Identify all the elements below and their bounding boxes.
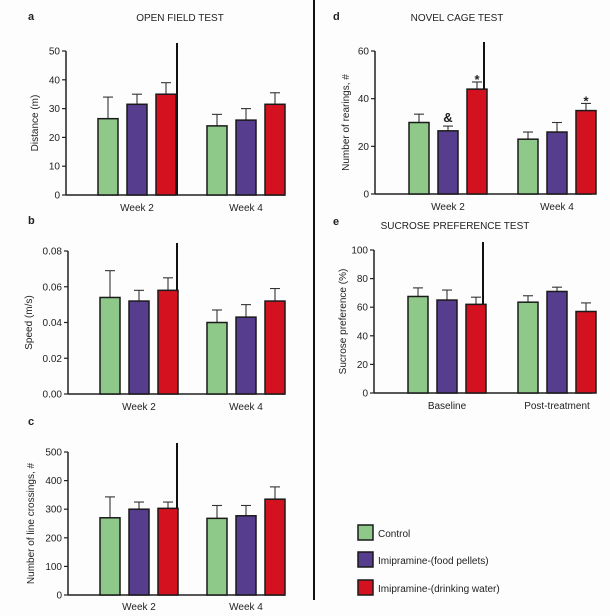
y-tick-label: 100 bbox=[351, 246, 368, 257]
y-tick-label: 40 bbox=[358, 94, 370, 105]
significance-asterisk: * bbox=[474, 72, 480, 87]
bar-imipramine-food-pellets bbox=[128, 300, 150, 395]
legend-label: Imipramine-(drinking water) bbox=[378, 584, 500, 595]
bar-control bbox=[206, 321, 228, 395]
legend-label: Imipramine-(food pellets) bbox=[378, 556, 489, 567]
panel-letter: d bbox=[333, 11, 340, 23]
y-axis-label: Number of rearings, # bbox=[341, 74, 352, 171]
legend-item: Imipramine-(drinking water) bbox=[357, 579, 500, 596]
y-tick-label: 100 bbox=[45, 562, 62, 573]
bar-imipramine-drinking-water bbox=[465, 303, 487, 394]
bar-imipramine-food-pellets bbox=[235, 119, 257, 196]
y-tick-label: 0 bbox=[362, 389, 368, 400]
panel-letter: b bbox=[28, 215, 35, 227]
y-tick-label: 0.08 bbox=[43, 247, 63, 258]
y-tick-label: 40 bbox=[49, 75, 61, 86]
bar-control bbox=[99, 517, 121, 596]
x-category-label: Week 2 bbox=[122, 402, 156, 413]
panel-c: c 0 100 200 300 400 500 Number of line crossing… bbox=[26, 416, 286, 613]
y-tick-label: 50 bbox=[49, 47, 61, 58]
bar-imipramine-food-pellets bbox=[126, 103, 148, 196]
panel-letter: c bbox=[28, 416, 34, 428]
bar-control bbox=[517, 138, 539, 195]
y-tick-label: 500 bbox=[45, 448, 62, 459]
bar-imipramine-food-pellets bbox=[546, 131, 568, 195]
bar-imipramine-food-pellets bbox=[235, 316, 257, 395]
panel-title: NOVEL CAGE TEST bbox=[411, 13, 504, 24]
bar-imipramine-drinking-water bbox=[264, 103, 286, 196]
y-tick-label: 0.02 bbox=[43, 354, 63, 365]
bar-imipramine-drinking-water bbox=[157, 507, 179, 596]
x-category-label: Week 4 bbox=[229, 402, 263, 413]
y-tick-label: 0 bbox=[56, 591, 62, 602]
y-tick-label: 300 bbox=[45, 505, 62, 516]
panel-d: d NOVEL CAGE TEST 0 20 40 60 Number of rearing… bbox=[333, 11, 597, 213]
bar-control bbox=[206, 517, 228, 596]
y-axis-label: Distance (m) bbox=[30, 95, 41, 152]
significance-ampersand: & bbox=[443, 110, 452, 125]
bar-imipramine-food-pellets bbox=[436, 299, 458, 394]
bar-control bbox=[97, 117, 119, 196]
panel-letter: a bbox=[28, 11, 35, 23]
y-axis-label: Sucrose preference (%) bbox=[338, 269, 349, 375]
x-category-label: Post-treatment bbox=[524, 401, 590, 412]
panel-title: SUCROSE PREFERENCE TEST bbox=[381, 221, 530, 232]
bar-imipramine-food-pellets bbox=[128, 508, 150, 596]
bar-control bbox=[407, 295, 429, 394]
y-tick-label: 80 bbox=[357, 274, 369, 285]
y-tick-label: 20 bbox=[49, 133, 61, 144]
bar-control bbox=[99, 296, 121, 395]
bar-imipramine-food-pellets bbox=[546, 290, 568, 394]
y-axis-label: Number of line crossings, # bbox=[26, 462, 37, 584]
bar-imipramine-drinking-water bbox=[155, 93, 177, 196]
bar-imipramine-drinking-water bbox=[264, 300, 286, 395]
y-tick-label: 400 bbox=[45, 476, 62, 487]
legend-label: Control bbox=[378, 529, 410, 540]
bar-control bbox=[206, 125, 228, 196]
x-category-label: Week 4 bbox=[540, 202, 574, 213]
y-tick-label: 20 bbox=[357, 360, 369, 371]
bar-control bbox=[408, 121, 430, 195]
y-tick-label: 0 bbox=[363, 190, 369, 201]
bar-imipramine-food-pellets bbox=[235, 515, 257, 596]
x-category-label: Week 2 bbox=[431, 202, 465, 213]
panel-title: OPEN FIELD TEST bbox=[136, 13, 224, 24]
x-category-label: Baseline bbox=[428, 401, 467, 412]
y-tick-label: 0.00 bbox=[43, 390, 63, 401]
y-tick-label: 0.04 bbox=[43, 318, 63, 329]
y-tick-label: 200 bbox=[45, 533, 62, 544]
legend-item: Imipramine-(food pellets) bbox=[357, 551, 489, 568]
y-tick-label: 0.06 bbox=[43, 282, 63, 293]
y-tick-label: 60 bbox=[357, 303, 369, 314]
y-tick-label: 0 bbox=[54, 191, 60, 202]
legend-swatch bbox=[357, 579, 374, 596]
panel-e: e SUCROSE PREFERENCE TEST 0 20 40 60 80 100 Sucr… bbox=[333, 216, 597, 412]
y-tick-label: 30 bbox=[49, 104, 61, 115]
bar-control bbox=[517, 301, 539, 394]
bar-imipramine-drinking-water bbox=[466, 88, 488, 195]
bar-imipramine-drinking-water bbox=[575, 109, 597, 195]
x-category-label: Week 4 bbox=[229, 203, 263, 214]
panel-letter: e bbox=[333, 216, 339, 228]
legend-item: Control bbox=[357, 524, 410, 541]
panel-b: b 0.00 0.02 0.04 0.06 0.08 Speed (m/s) Week 2 We… bbox=[24, 215, 286, 413]
panel-a: a OPEN FIELD TEST 0 10 20 30 40 50 Distance (m) W… bbox=[28, 11, 286, 214]
significance-asterisk: * bbox=[583, 93, 589, 108]
bar-imipramine-food-pellets bbox=[437, 130, 459, 195]
bar-imipramine-drinking-water bbox=[264, 498, 286, 596]
y-tick-label: 20 bbox=[358, 142, 370, 153]
y-tick-label: 60 bbox=[358, 47, 370, 58]
x-category-label: Week 4 bbox=[229, 602, 263, 613]
bar-imipramine-drinking-water bbox=[157, 289, 179, 395]
legend-swatch bbox=[357, 551, 374, 568]
bar-imipramine-drinking-water bbox=[575, 310, 597, 394]
y-tick-label: 40 bbox=[357, 331, 369, 342]
x-category-label: Week 2 bbox=[120, 203, 154, 214]
y-axis-label: Speed (m/s) bbox=[24, 295, 35, 349]
x-category-label: Week 2 bbox=[122, 602, 156, 613]
legend: Control Imipramine-(food pellets) Imiprami… bbox=[357, 524, 500, 596]
legend-swatch bbox=[357, 524, 374, 541]
y-tick-label: 10 bbox=[49, 162, 61, 173]
